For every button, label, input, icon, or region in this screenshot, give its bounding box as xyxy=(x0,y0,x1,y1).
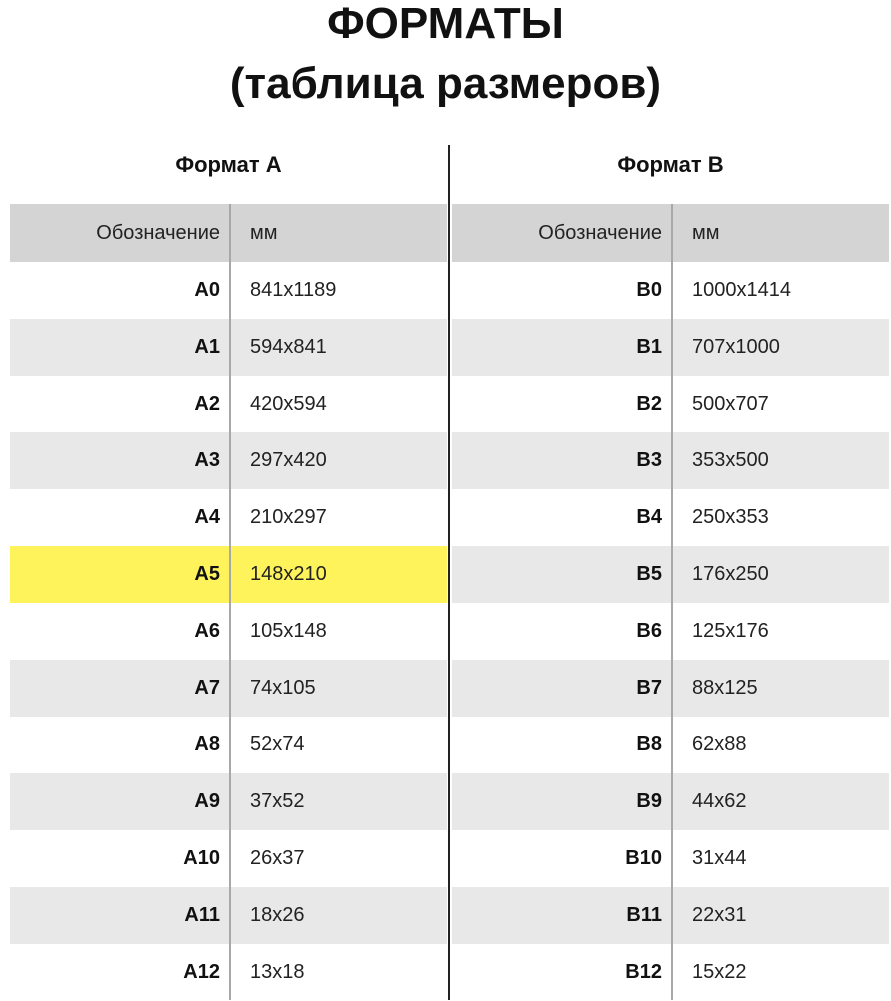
format-size: 18x26 xyxy=(250,903,305,926)
format-name: A8 xyxy=(194,733,220,756)
format-name: B7 xyxy=(636,676,662,699)
format-size: 74x105 xyxy=(250,676,316,699)
format-name: B5 xyxy=(636,563,662,585)
format-size: 250x353 xyxy=(692,506,769,529)
format-size: 88x125 xyxy=(692,676,758,699)
table-row: A4 210x297 xyxy=(10,489,447,546)
table-row: B12 15x22 xyxy=(452,944,889,1001)
format-name: A9 xyxy=(194,790,220,813)
format-size: 210x297 xyxy=(250,506,327,529)
format-size: 22x31 xyxy=(692,903,747,926)
table-row: A2 420x594 xyxy=(10,376,447,433)
format-name: A3 xyxy=(194,449,220,472)
format-size: 52x74 xyxy=(250,733,305,756)
page-subtitle: (таблица размеров) xyxy=(229,59,662,108)
format-name: A6 xyxy=(194,619,220,642)
format-name: B11 xyxy=(626,903,662,926)
table-row: B10 31x44 xyxy=(452,830,889,887)
header-mm: мм xyxy=(250,222,278,244)
table-row: B9 44x62 xyxy=(452,773,889,831)
format-size: 37x52 xyxy=(250,790,305,813)
format-size: 841x1189 xyxy=(250,279,337,301)
table-row: A3 297x420 xyxy=(10,432,447,490)
format-name: A1 xyxy=(194,335,220,358)
format-size: 148x210 xyxy=(250,563,327,585)
format-name: B6 xyxy=(636,619,662,642)
column-separator xyxy=(671,204,673,1000)
table-row: B0 1000x1414 xyxy=(452,262,889,319)
table-row: B3 353x500 xyxy=(452,432,889,490)
table-row: A7 74x105 xyxy=(10,659,447,717)
format-size: 1000x1414 xyxy=(692,279,791,301)
format-size: 26x37 xyxy=(250,847,305,869)
table-row: B7 88x125 xyxy=(452,659,889,717)
table-row: B1 707x1000 xyxy=(452,318,889,376)
table-row: B2 500x707 xyxy=(452,376,889,433)
table-row: A12 13x18 xyxy=(10,944,447,1001)
format-size: 31x44 xyxy=(692,847,747,869)
format-size: 105x148 xyxy=(250,619,327,642)
section-title: Формат В xyxy=(617,152,724,177)
header-designation: Обозначение xyxy=(96,222,220,244)
format-name: B9 xyxy=(636,790,662,813)
table-row: A11 18x26 xyxy=(10,886,447,944)
format-name: A2 xyxy=(194,392,220,415)
format-size: 500x707 xyxy=(692,392,769,415)
page-title: ФОРМАТЫ xyxy=(327,0,564,48)
format-size: 125x176 xyxy=(692,619,769,642)
format-name: A0 xyxy=(194,279,220,301)
table-row: B4 250x353 xyxy=(452,489,889,546)
format-name: B3 xyxy=(636,449,662,472)
table-header: Обозначение мм xyxy=(452,204,889,262)
format-name: B4 xyxy=(636,506,662,529)
format-size: 594x841 xyxy=(250,335,327,358)
table-row: A1 594x841 xyxy=(10,318,447,376)
format-name: A11 xyxy=(184,903,220,926)
table-divider xyxy=(448,145,450,1000)
header-designation: Обозначение xyxy=(538,222,662,244)
header-mm: мм xyxy=(692,222,720,244)
format-name: B8 xyxy=(636,733,662,756)
table-row: A8 52x74 xyxy=(10,716,447,773)
format-name: A7 xyxy=(194,676,220,699)
table-row: A6 105x148 xyxy=(10,603,447,660)
format-size: 176x250 xyxy=(692,563,769,585)
table-row: A0 841x1189 xyxy=(10,262,447,319)
table-header: Обозначение мм xyxy=(10,204,447,262)
table-row: B5 176x250 xyxy=(452,546,889,603)
format-name: B2 xyxy=(636,392,662,415)
column-separator xyxy=(229,204,231,1000)
table-row: A5 148x210 xyxy=(10,546,447,603)
format-name: A4 xyxy=(194,506,220,529)
format-name: B12 xyxy=(625,960,662,983)
table-row: A9 37x52 xyxy=(10,773,447,831)
format-size: 13x18 xyxy=(250,960,305,983)
format-name: A5 xyxy=(194,563,220,585)
format-size: 353x500 xyxy=(692,449,769,472)
format-name: A10 xyxy=(183,847,220,869)
format-size: 707x1000 xyxy=(692,335,780,358)
section-title: Формат А xyxy=(175,152,282,177)
format-size: 297x420 xyxy=(250,449,327,472)
table-row: A10 26x37 xyxy=(10,830,447,887)
table-row: B8 62x88 xyxy=(452,716,889,773)
format-name: B1 xyxy=(636,335,662,358)
format-size: 62x88 xyxy=(692,733,747,756)
format-size: 420x594 xyxy=(250,392,327,415)
format-name: A12 xyxy=(183,960,220,983)
format-name: B10 xyxy=(625,847,662,869)
format-size: 15x22 xyxy=(692,960,747,983)
format-size: 44x62 xyxy=(692,790,747,813)
format-name: B0 xyxy=(636,279,662,301)
table-row: B11 22x31 xyxy=(452,886,889,944)
table-row: B6 125x176 xyxy=(452,603,889,660)
